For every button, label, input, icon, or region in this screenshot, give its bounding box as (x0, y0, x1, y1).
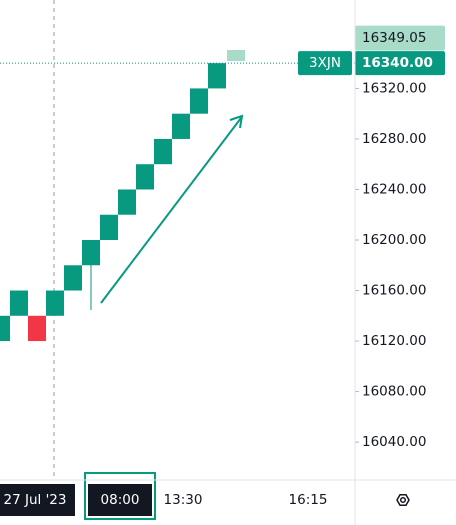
renko-brick (0, 315, 10, 342)
renko-brick (208, 63, 226, 89)
gear (396, 494, 410, 506)
renko-brick (172, 113, 190, 139)
x-tick-label: 08:00 (101, 492, 140, 508)
x-tick-label: 16:15 (289, 492, 328, 508)
renko-brick (10, 290, 28, 316)
y-tick-label: 16120.00 (362, 333, 426, 349)
symbol-tag-box (298, 51, 352, 76)
y-tick-label: 16200.00 (362, 232, 426, 248)
x-tick-label: 13:30 (164, 492, 203, 508)
y-tick-label: 16240.00 (362, 181, 426, 197)
renko-brick (136, 164, 154, 190)
y-tick-label: 16080.00 (362, 384, 426, 400)
time-label-box (84, 472, 156, 520)
last-price-label: 16340.00 (362, 55, 433, 71)
renko-brick (28, 315, 46, 342)
y-tick-label: 16320.00 (362, 80, 426, 96)
symbol-tag: 3XJN (309, 55, 341, 71)
high-price-label: 16349.05 (362, 30, 426, 46)
high-price-box (355, 25, 445, 51)
renko-brick (46, 290, 64, 316)
last-price-box (355, 51, 445, 76)
y-tick-label: 16280.00 (362, 131, 426, 147)
renko-brick (154, 138, 172, 165)
renko-brick (118, 189, 136, 215)
arrow-head (229, 114, 244, 129)
time-label-box (0, 484, 75, 516)
y-tick-label: 16040.00 (362, 434, 426, 450)
renko-brick (100, 214, 118, 240)
renko-brick (64, 265, 82, 291)
x-tick-label: 27 Jul '23 (4, 492, 67, 508)
pending-brick (227, 50, 245, 61)
trend-arrow[interactable] (100, 114, 244, 304)
renko-brick (190, 88, 208, 114)
y-tick-label: 16160.00 (362, 283, 426, 299)
arrow-shaft (100, 117, 242, 304)
gear-hole (399, 496, 407, 504)
time-label-box (88, 484, 152, 516)
renko-brick (82, 240, 100, 266)
settings-icon[interactable] (396, 494, 410, 506)
